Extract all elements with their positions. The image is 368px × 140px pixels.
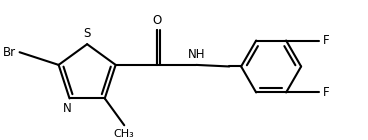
- Text: Br: Br: [3, 46, 17, 59]
- Text: S: S: [84, 27, 91, 40]
- Text: CH₃: CH₃: [114, 129, 135, 139]
- Text: F: F: [322, 86, 329, 99]
- Text: F: F: [322, 34, 329, 47]
- Text: N: N: [63, 102, 71, 115]
- Text: O: O: [152, 14, 161, 27]
- Text: NH: NH: [187, 48, 205, 61]
